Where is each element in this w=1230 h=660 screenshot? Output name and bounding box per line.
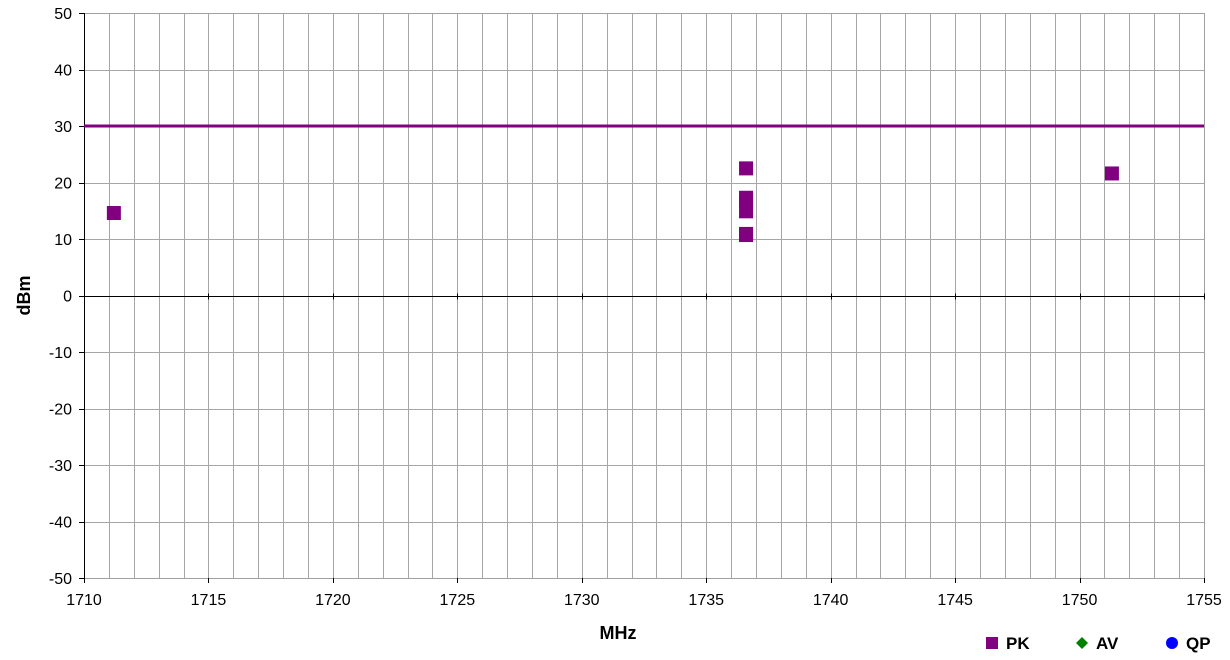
y-tick-label: -40 — [49, 515, 72, 532]
data-point-pk — [739, 161, 754, 176]
y-tick-label: -50 — [49, 571, 72, 588]
x-tick-label: 1745 — [937, 592, 973, 609]
x-tick-label: 1715 — [191, 592, 227, 609]
x-tick-label: 1720 — [315, 592, 351, 609]
legend-marker-av — [1076, 637, 1088, 649]
data-point-pk — [739, 204, 754, 219]
data-point-pk — [739, 228, 754, 243]
x-tick-label: 1750 — [1062, 592, 1098, 609]
legend: PK AV QP — [986, 634, 1211, 653]
legend-label-pk: PK — [1006, 634, 1030, 653]
y-tick-label: -10 — [49, 345, 72, 362]
y-tick-label: -20 — [49, 402, 72, 419]
x-tick-labels: 1710 1715 1720 1725 1730 1735 1740 1745 1750 1755 — [66, 592, 1222, 609]
data-points — [106, 161, 1119, 243]
x-tick-label: 1740 — [813, 592, 849, 609]
data-point-pk — [1104, 166, 1119, 181]
y-tick-label: 40 — [54, 63, 72, 80]
y-tick-label: 0 — [63, 289, 72, 306]
legend-marker-qp — [1166, 637, 1178, 649]
y-tick-labels: -50 -40 -30 -20 -10 0 10 20 30 40 50 — [49, 6, 72, 588]
x-tick-label: 1725 — [440, 592, 476, 609]
x-tick-label: 1735 — [688, 592, 724, 609]
data-point-pk — [106, 206, 121, 221]
y-tick-label: -30 — [49, 458, 72, 475]
legend-marker-pk — [986, 637, 998, 649]
x-axis-title: MHz — [600, 623, 637, 643]
x-tick-label: 1710 — [66, 592, 102, 609]
y-axis-title: dBm — [14, 276, 34, 316]
x-tick-label: 1755 — [1186, 592, 1222, 609]
y-tick-label: 50 — [54, 6, 72, 23]
grid — [84, 13, 1205, 579]
x-tick-label: 1730 — [564, 592, 600, 609]
legend-label-av: AV — [1096, 634, 1119, 653]
legend-label-qp: QP — [1186, 634, 1211, 653]
y-tick-label: 30 — [54, 119, 72, 136]
y-tick-label: 20 — [54, 176, 72, 193]
axes — [79, 13, 1205, 583]
y-tick-label: 10 — [54, 232, 72, 249]
